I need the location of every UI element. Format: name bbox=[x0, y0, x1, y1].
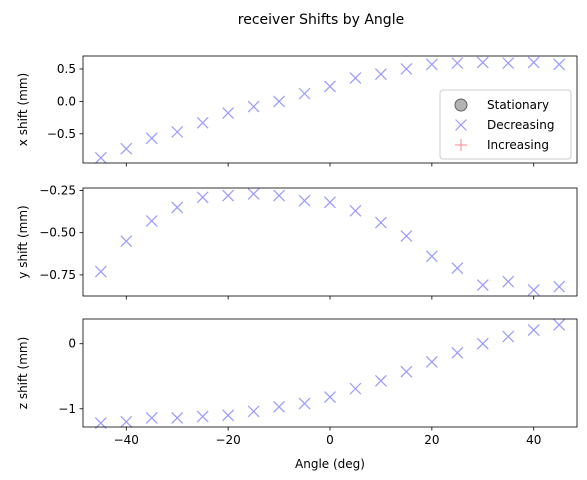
data-point bbox=[476, 279, 489, 291]
data-point bbox=[502, 330, 515, 343]
data-point bbox=[247, 100, 260, 113]
data-point bbox=[553, 280, 566, 293]
data-point bbox=[425, 58, 438, 71]
legend-entry-label: Decreasing bbox=[487, 118, 554, 132]
x-axis-label: Angle (deg) bbox=[295, 457, 365, 471]
y-tick-label: 0.0 bbox=[57, 94, 76, 108]
data-point bbox=[553, 318, 566, 331]
legend-marker-plus bbox=[455, 139, 467, 151]
data-point bbox=[425, 356, 438, 368]
y-axis-label: y shift (mm) bbox=[16, 205, 30, 278]
y-tick-label: −1 bbox=[58, 402, 76, 416]
plot-frame bbox=[82, 187, 578, 297]
data-point bbox=[527, 56, 540, 69]
data-point bbox=[222, 409, 235, 422]
y-tick-label: −0.25 bbox=[39, 184, 76, 198]
data-point bbox=[298, 194, 311, 207]
data-point bbox=[527, 324, 540, 336]
y-tick-label: −0.75 bbox=[39, 268, 76, 282]
data-point bbox=[324, 80, 336, 93]
data-point bbox=[273, 400, 285, 413]
x-tick-label: −20 bbox=[215, 433, 240, 447]
data-point bbox=[247, 187, 260, 200]
data-point bbox=[120, 235, 133, 248]
data-point bbox=[94, 265, 107, 278]
data-point bbox=[196, 191, 209, 204]
data-point bbox=[349, 204, 362, 217]
data-point bbox=[527, 284, 540, 297]
data-point bbox=[400, 230, 413, 243]
data-point bbox=[298, 87, 311, 100]
subplot-1: 0.5 0.0 −0.5 x shift (mm) bbox=[16, 55, 578, 167]
data-point bbox=[171, 201, 184, 214]
data-point bbox=[451, 346, 464, 359]
legend-marker-circle bbox=[454, 98, 468, 112]
data-point bbox=[502, 57, 515, 70]
data-point bbox=[324, 196, 336, 209]
data-point bbox=[145, 132, 158, 145]
data-point bbox=[349, 382, 362, 395]
data-point bbox=[120, 415, 133, 428]
y-tick-label: −0.5 bbox=[47, 127, 76, 141]
y-tick-label: 0 bbox=[68, 337, 76, 351]
data-point bbox=[375, 374, 387, 387]
chart-title: receiver Shifts by Angle bbox=[238, 12, 404, 28]
legend-entry-label: Stationary bbox=[487, 98, 549, 112]
data-point bbox=[400, 365, 413, 378]
y-axis-label: x shift (mm) bbox=[16, 73, 30, 146]
data-point bbox=[222, 189, 235, 202]
legend-entry-label: Increasing bbox=[487, 138, 549, 152]
y-axis-label: z shift (mm) bbox=[16, 337, 30, 410]
plot-frame bbox=[82, 318, 578, 428]
data-point bbox=[375, 68, 387, 81]
y-tick-label: −0.50 bbox=[39, 226, 76, 240]
legend-box bbox=[439, 89, 572, 160]
data-point bbox=[171, 125, 184, 138]
data-point bbox=[502, 275, 515, 288]
data-point bbox=[222, 107, 235, 119]
subplot-3: 0 −1 −40 −20 0 20 40 z shift (mm) bbox=[16, 318, 578, 447]
data-point bbox=[273, 189, 285, 202]
x-tick-label: 40 bbox=[526, 433, 541, 447]
data-point bbox=[247, 405, 260, 418]
data-point bbox=[425, 250, 438, 263]
data-point bbox=[375, 216, 387, 229]
data-point bbox=[196, 410, 209, 423]
subplots: 0.5 0.0 −0.5 x shift (mm) −0.25 −0.50 −0.75 y s… bbox=[16, 55, 578, 447]
data-point bbox=[196, 116, 209, 129]
data-point bbox=[400, 63, 413, 75]
data-point bbox=[324, 391, 336, 403]
data-point bbox=[298, 397, 311, 410]
x-tick-label: −40 bbox=[114, 433, 139, 447]
data-point bbox=[476, 337, 489, 350]
subplot-2: −0.25 −0.50 −0.75 y shift (mm) bbox=[16, 184, 578, 300]
data-point bbox=[553, 58, 566, 71]
data-point bbox=[94, 151, 107, 164]
data-point bbox=[451, 57, 464, 70]
data-point bbox=[171, 411, 184, 424]
data-point bbox=[145, 411, 158, 424]
x-tick-label: 0 bbox=[326, 433, 334, 447]
data-point bbox=[145, 214, 158, 227]
data-point bbox=[476, 56, 489, 69]
data-point bbox=[273, 95, 285, 108]
x-tick-label: 20 bbox=[424, 433, 439, 447]
legend-marker-x bbox=[455, 119, 467, 131]
data-point bbox=[120, 142, 133, 155]
legend: Stationary Decreasing Increasing bbox=[439, 89, 572, 160]
data-point bbox=[349, 72, 362, 84]
data-point bbox=[451, 262, 464, 275]
y-tick-label: 0.5 bbox=[57, 62, 76, 76]
